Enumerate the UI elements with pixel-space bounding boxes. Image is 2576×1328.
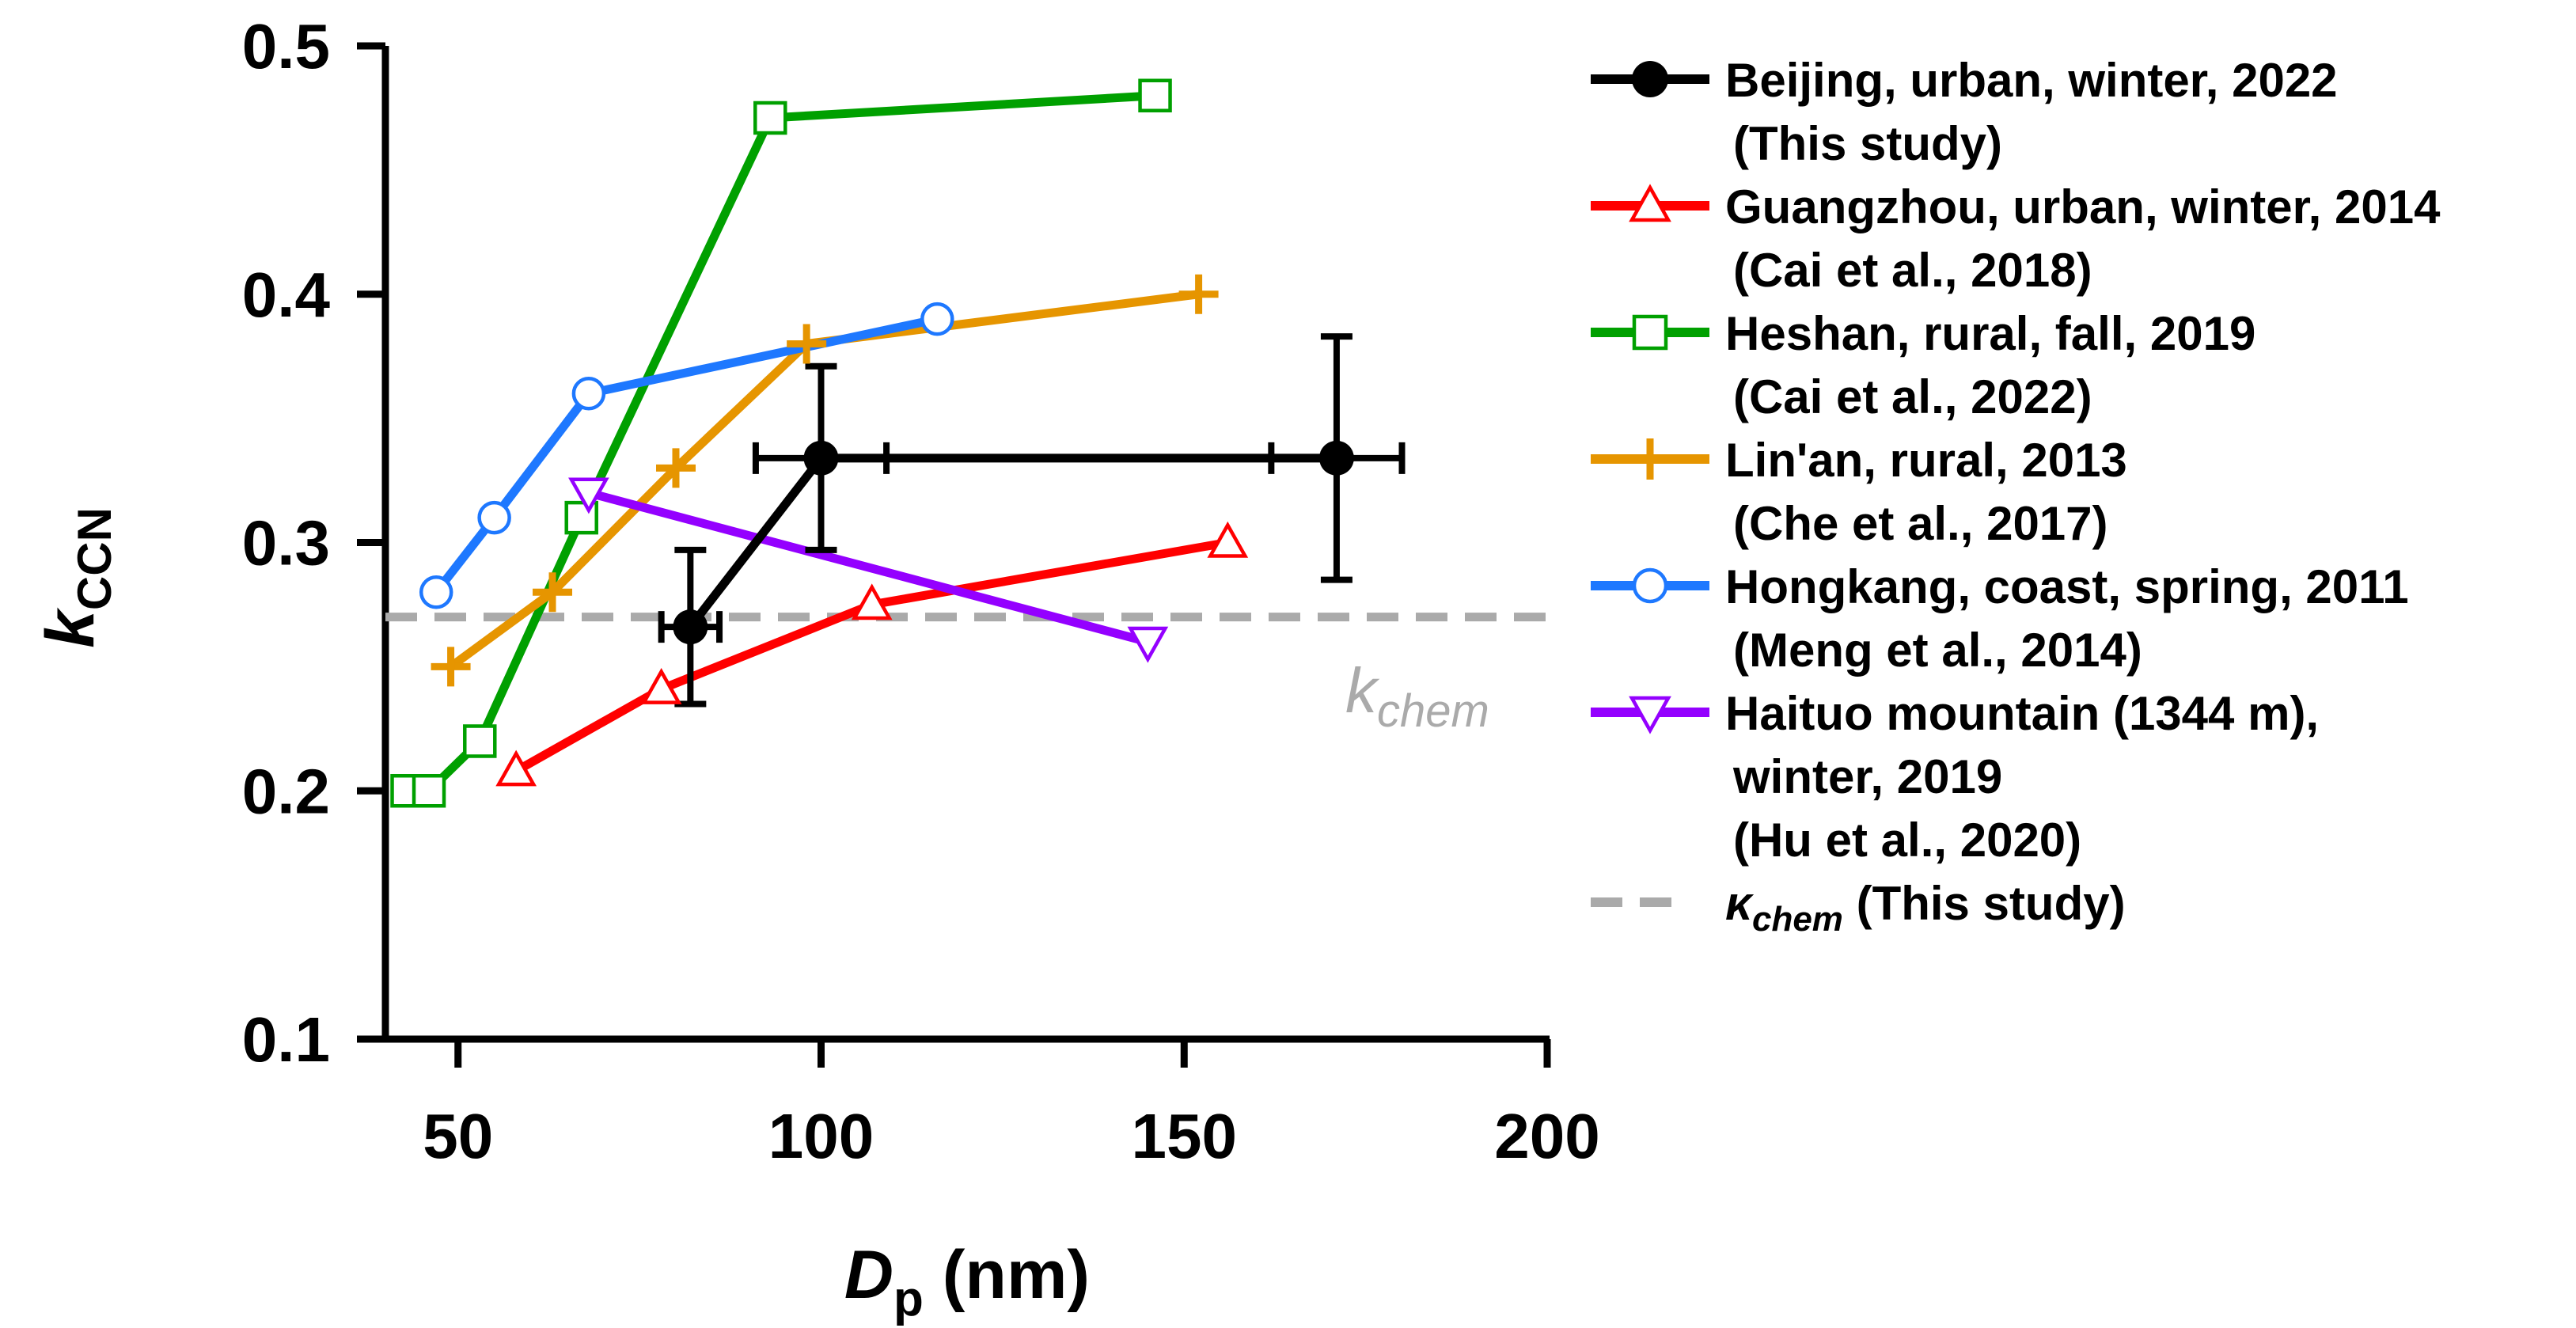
legend-ref-0: (This study): [1733, 117, 2002, 170]
series-5-point-0: [568, 477, 609, 514]
y-tick-label-0.3: 0.3: [242, 508, 330, 579]
series-5-line: [587, 488, 1149, 647]
legend-kappa: κ: [1725, 877, 1755, 930]
y-tick-label-0.2: 0.2: [242, 756, 330, 826]
legend-item-0: Beijing, urban, winter, 2022 (This study): [1591, 54, 2338, 170]
ticks: 50 100 150 200 0.1 0.2 0.3 0.4 0.5: [242, 11, 1600, 1171]
series-1-point-2: [851, 583, 893, 620]
legend-ref-4: (Meng et al., 2014): [1733, 624, 2142, 677]
legend-label-4: Hongkang, coast, spring, 2011: [1725, 560, 2409, 613]
legend-item-4: Hongkang, coast, spring, 2011 (Meng et al…: [1591, 560, 2409, 677]
x-tick-label-100: 100: [768, 1101, 874, 1171]
x-axis-label-sub: p: [893, 1272, 924, 1326]
y-axis-label-main: k: [32, 607, 108, 648]
y-tick-label-0.5: 0.5: [242, 11, 330, 82]
series-2-point-1: [412, 774, 446, 808]
legend-kappa-rest: (This study): [1843, 877, 2126, 930]
series-0-point-1: [803, 440, 839, 476]
series-3-point-0: [431, 647, 471, 687]
legend-marker-1: [1629, 184, 1671, 222]
y-tick-label-0.1: 0.1: [242, 1004, 330, 1075]
series-3-point-3: [787, 324, 827, 364]
y-axis-label: kCCN: [32, 507, 121, 648]
series-2-point-2: [463, 724, 497, 758]
series-1-point-1: [640, 668, 682, 704]
series-1-line: [514, 538, 1229, 775]
x-axis-label-unit: (nm): [943, 1237, 1090, 1313]
series-4-point-3: [920, 302, 954, 336]
series-3-point-2: [656, 448, 696, 488]
legend-kappa-sub: chem: [1752, 900, 1843, 939]
legend: Beijing, urban, winter, 2022 (This study)…: [1591, 54, 2441, 939]
series-4-point-0: [419, 575, 453, 609]
x-tick-label-150: 150: [1132, 1101, 1237, 1171]
kchem-annotation-main: k: [1345, 655, 1380, 726]
series-0-point-2: [1318, 440, 1354, 476]
kchem-annotation-sub: chem: [1377, 685, 1489, 737]
series-4-point-1: [477, 500, 511, 535]
kchem-annotation: kchem: [1345, 655, 1489, 737]
series-2-point-5: [1138, 78, 1172, 112]
x-tick-label-200: 200: [1494, 1101, 1599, 1171]
legend-marker-3: [1629, 438, 1671, 480]
legend-ref-5: (Hu et al., 2020): [1733, 814, 2081, 867]
x-axis-label: Dp (nm): [844, 1237, 1090, 1326]
series-1-point-0: [495, 749, 537, 787]
legend-item-2: Heshan, rural, fall, 2019 (Cai et al., 20…: [1591, 307, 2255, 423]
series-2-line: [407, 91, 1155, 795]
series-2-point-4: [753, 101, 787, 135]
legend-item-5: Haituo mountain (1344 m), winter, 2019 (Hu…: [1591, 687, 2319, 867]
legend-item-reference: κchem (This study): [1591, 877, 2126, 939]
x-axis-label-main: D: [844, 1237, 893, 1313]
legend-label2-5: winter, 2019: [1732, 750, 2002, 803]
series-3-line: [448, 290, 1200, 670]
legend-label-reference: κchem (This study): [1725, 877, 2126, 939]
series-4-line: [432, 314, 939, 595]
legend-item-3: Lin'an, rural, 2013 (Che et al., 2017): [1591, 434, 2127, 550]
legend-label-0: Beijing, urban, winter, 2022: [1725, 54, 2338, 107]
legend-marker-5: [1629, 696, 1671, 734]
series-1-point-3: [1207, 521, 1249, 558]
legend-label-2: Heshan, rural, fall, 2019: [1725, 307, 2255, 360]
legend-marker-2: [1632, 314, 1668, 351]
legend-label-3: Lin'an, rural, 2013: [1725, 434, 2127, 487]
series-0-point-0: [673, 609, 708, 645]
series-3-point-1: [533, 572, 573, 613]
legend-marker-0: [1632, 61, 1668, 97]
series-5-point-1: [1127, 626, 1169, 663]
series-group: [407, 91, 1337, 795]
markers: [390, 78, 1354, 808]
y-tick-label-0.4: 0.4: [242, 260, 331, 330]
legend-label-5: Haituo mountain (1344 m),: [1725, 687, 2319, 740]
y-axis-label-sub: CCN: [68, 507, 121, 610]
axes: [381, 46, 1550, 1043]
series-4-point-2: [571, 377, 606, 411]
legend-ref-2: (Cai et al., 2022): [1733, 370, 2092, 423]
legend-label-1: Guangzhou, urban, winter, 2014: [1725, 180, 2441, 233]
legend-item-1: Guangzhou, urban, winter, 2014 (Cai et al…: [1591, 180, 2441, 297]
legend-ref-1: (Cai et al., 2018): [1733, 244, 2092, 297]
x-tick-label-50: 50: [423, 1101, 493, 1171]
legend-marker-4: [1632, 567, 1668, 604]
legend-ref-3: (Che et al., 2017): [1733, 497, 2108, 550]
series-3-point-4: [1178, 274, 1219, 314]
